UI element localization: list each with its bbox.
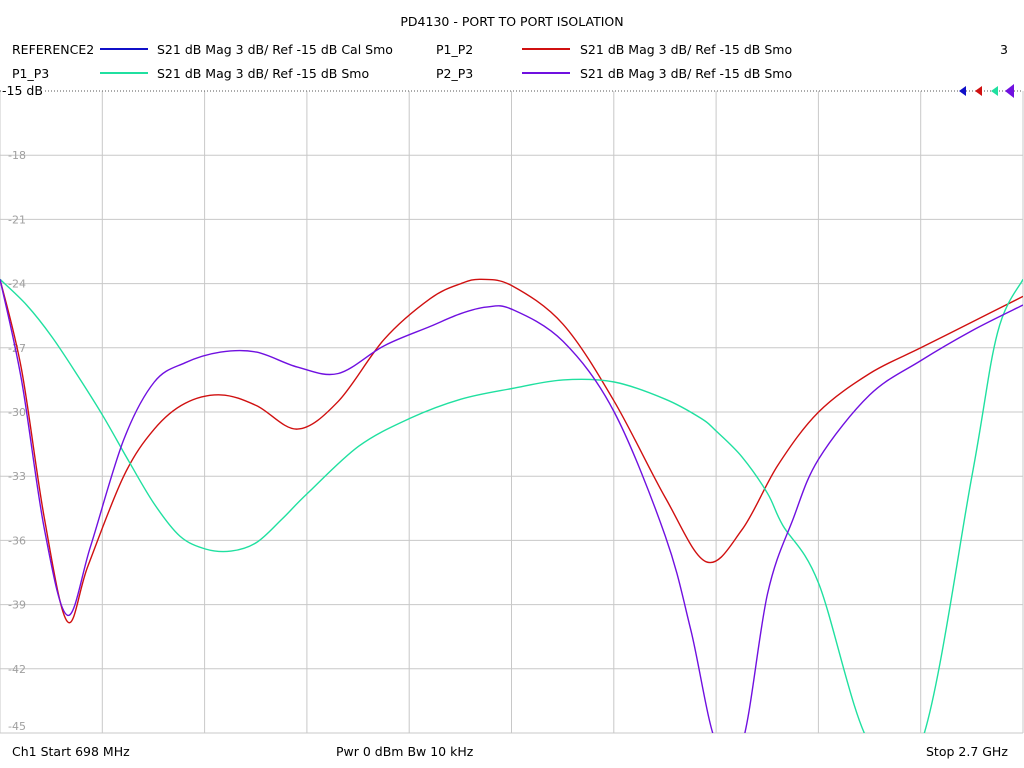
y-tick-label: -45 <box>8 720 26 733</box>
series-line-p2-p3 <box>0 279 1023 733</box>
legend-desc-reference2: S21 dB Mag 3 dB/ Ref -15 dB Cal Smo <box>157 42 393 57</box>
legend-desc-p2-p3: S21 dB Mag 3 dB/ Ref -15 dB Smo <box>580 66 793 81</box>
legend-swatch-p1-p2 <box>522 48 570 50</box>
y-tick-label: -42 <box>8 663 26 676</box>
y-tick-label: -21 <box>8 213 26 226</box>
reference-level-label: -15 dB <box>2 83 44 98</box>
y-tick-label: -24 <box>8 278 26 291</box>
reference-marker-0 <box>959 86 966 96</box>
series-line-p1-p2 <box>0 278 1023 624</box>
legend-label-p2-p3: P2_P3 <box>436 66 474 81</box>
y-tick-label: -18 <box>8 149 26 162</box>
legend-label-p1-p3: P1_P3 <box>12 66 50 81</box>
footer-stop: Stop 2.7 GHz <box>926 744 1008 759</box>
legend-swatch-p2-p3 <box>522 72 570 74</box>
legend-swatch-p1-p3 <box>100 72 148 74</box>
footer-power: Pwr 0 dBm Bw 10 kHz <box>336 744 474 759</box>
y-tick-label: -30 <box>8 406 26 419</box>
legend-label-reference2: REFERENCE2 <box>12 42 95 57</box>
y-tick-label: -36 <box>8 534 26 547</box>
reference-marker-2 <box>991 86 998 96</box>
legend-desc-p1-p2: S21 dB Mag 3 dB/ Ref -15 dB Smo <box>580 42 793 57</box>
reference-marker-3 <box>1005 84 1014 98</box>
legend-desc-p1-p3: S21 dB Mag 3 dB/ Ref -15 dB Smo <box>157 66 370 81</box>
y-tick-label: -39 <box>8 599 26 612</box>
chart-title: PD4130 - PORT TO PORT ISOLATION <box>400 14 624 29</box>
reference-marker-1 <box>975 86 982 96</box>
footer-start: Ch1 Start 698 MHz <box>12 744 130 759</box>
legend-label-p1-p2: P1_P2 <box>436 42 474 57</box>
y-tick-label: -33 <box>8 470 26 483</box>
marker-count: 3 <box>1000 42 1008 57</box>
legend-swatch-reference2 <box>100 48 148 50</box>
series-line-p1-p3 <box>0 278 1023 733</box>
